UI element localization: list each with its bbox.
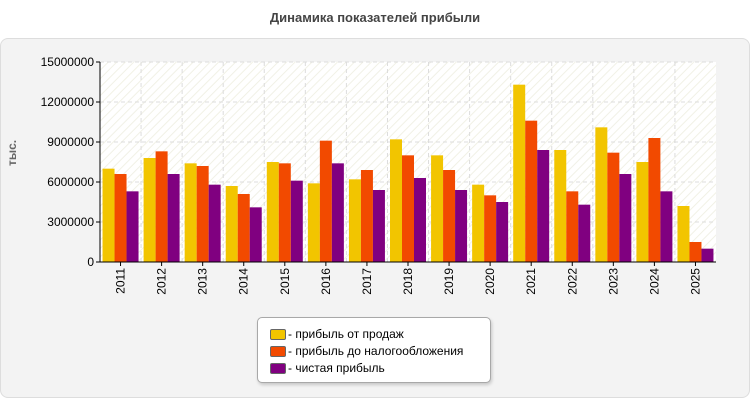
bar bbox=[266, 162, 279, 262]
bar bbox=[496, 202, 509, 262]
y-tick-label: 15000000 bbox=[41, 55, 95, 69]
x-tick-label: 2020 bbox=[483, 268, 497, 295]
bar bbox=[208, 184, 221, 262]
bar bbox=[431, 155, 444, 262]
x-tick-label: 2025 bbox=[688, 268, 702, 295]
bar bbox=[360, 170, 373, 262]
x-tick-labels: 2011 2012 2013 2014 2015 2016 2017 2018 2019 2020… bbox=[114, 262, 702, 295]
bar bbox=[331, 163, 344, 262]
bar bbox=[636, 162, 649, 262]
bar bbox=[484, 195, 497, 262]
bars bbox=[102, 84, 714, 263]
x-tick-label: 2015 bbox=[278, 268, 292, 295]
bar bbox=[102, 168, 115, 262]
bar bbox=[701, 248, 714, 262]
bar bbox=[143, 158, 156, 262]
legend: - прибыль от продаж - прибыль до налогоо… bbox=[257, 317, 491, 383]
bar bbox=[525, 120, 538, 263]
bar bbox=[225, 186, 238, 262]
legend-item-sales-profit: - прибыль от продаж bbox=[270, 325, 404, 343]
bar bbox=[196, 166, 209, 262]
x-tick-label: 2014 bbox=[237, 268, 251, 295]
x-tick-label: 2018 bbox=[401, 268, 415, 295]
bar bbox=[607, 152, 620, 262]
bar bbox=[319, 140, 332, 262]
legend-label: - прибыль от продаж bbox=[288, 327, 404, 341]
bar bbox=[184, 163, 197, 262]
bar bbox=[249, 207, 262, 262]
bar bbox=[114, 174, 127, 262]
bar bbox=[455, 190, 468, 262]
x-tick-label: 2019 bbox=[442, 268, 456, 295]
bar bbox=[402, 155, 414, 262]
bar bbox=[237, 194, 250, 262]
bar bbox=[595, 127, 608, 262]
bar bbox=[167, 174, 180, 262]
legend-swatch-sales-profit bbox=[270, 328, 286, 340]
bar bbox=[566, 191, 579, 262]
x-tick-label: 2022 bbox=[565, 268, 579, 295]
bar bbox=[648, 138, 661, 262]
bar bbox=[290, 180, 303, 262]
bar bbox=[689, 242, 702, 262]
legend-swatch-pretax-profit bbox=[270, 345, 286, 357]
bar bbox=[155, 151, 168, 262]
x-tick-label: 2016 bbox=[319, 268, 333, 295]
bar bbox=[126, 191, 139, 262]
bar bbox=[390, 139, 402, 262]
y-tick-label: 12000000 bbox=[41, 95, 95, 109]
legend-label: - чистая прибыль bbox=[288, 361, 385, 375]
bar bbox=[660, 191, 673, 262]
legend-label: - прибыль до налогообложения bbox=[288, 344, 464, 358]
bar bbox=[372, 190, 385, 262]
bar bbox=[348, 179, 361, 262]
y-tick-label: 3000000 bbox=[47, 215, 94, 229]
bar bbox=[307, 183, 320, 262]
x-tick-label: 2023 bbox=[606, 268, 620, 295]
x-tick-label: 2013 bbox=[196, 268, 210, 295]
y-tick-label: 9000000 bbox=[47, 135, 94, 149]
bar bbox=[537, 150, 550, 262]
legend-item-pretax-profit: - прибыль до налогообложения bbox=[270, 342, 463, 360]
chart-title: Динамика показателей прибыли bbox=[269, 10, 481, 25]
bar bbox=[554, 150, 567, 262]
y-tick-label: 6000000 bbox=[47, 175, 94, 189]
x-tick-label: 2012 bbox=[155, 268, 169, 295]
x-tick-label: 2017 bbox=[360, 268, 374, 295]
x-tick-label: 2011 bbox=[114, 268, 128, 294]
bar bbox=[443, 170, 456, 262]
bar bbox=[619, 174, 632, 262]
legend-item-net-profit: - чистая прибыль bbox=[270, 359, 385, 377]
bar bbox=[472, 184, 485, 262]
bar bbox=[578, 204, 591, 262]
x-tick-label: 2024 bbox=[647, 268, 661, 295]
y-tick-labels: 0 3000000 6000000 9000000 12000000 15000000 bbox=[41, 55, 100, 269]
bar bbox=[414, 178, 426, 262]
bar bbox=[278, 163, 291, 262]
bar bbox=[513, 84, 526, 263]
x-tick-label: 2021 bbox=[524, 268, 538, 295]
legend-swatch-net-profit bbox=[270, 362, 286, 374]
bar bbox=[677, 206, 690, 262]
y-tick-label: 0 bbox=[87, 255, 94, 269]
